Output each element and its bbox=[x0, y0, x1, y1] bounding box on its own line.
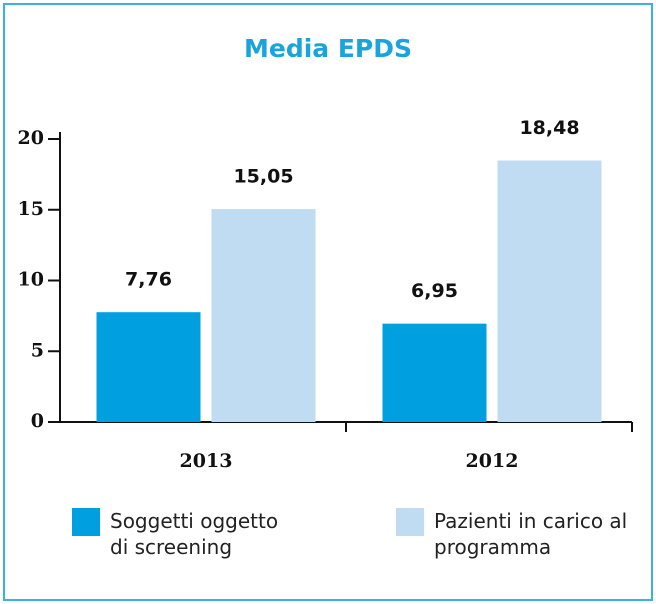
y-tick-label: 20 bbox=[18, 127, 44, 149]
value-label: 18,48 bbox=[519, 117, 579, 139]
legend-label: Soggetti oggetto di screening bbox=[110, 509, 279, 559]
value-label: 6,95 bbox=[411, 280, 458, 302]
y-tick-label: 10 bbox=[18, 269, 44, 291]
y-tick-label: 5 bbox=[31, 339, 44, 361]
bar bbox=[96, 312, 201, 422]
y-tick-label: 0 bbox=[31, 410, 44, 432]
bar bbox=[211, 209, 316, 422]
bar bbox=[497, 160, 602, 422]
chart-title: Media EPDS bbox=[244, 34, 412, 63]
frame bbox=[3, 3, 653, 601]
legend-label: Pazienti in carico al programma bbox=[434, 509, 628, 559]
y-tick-label: 15 bbox=[18, 198, 44, 220]
value-label: 7,76 bbox=[125, 269, 172, 291]
value-label: 15,05 bbox=[233, 166, 293, 188]
x-tick-label: 2013 bbox=[180, 450, 233, 472]
legend-swatch bbox=[72, 508, 100, 536]
legend-swatch bbox=[396, 508, 424, 536]
x-tick-label: 2012 bbox=[466, 450, 519, 472]
bar bbox=[382, 323, 487, 422]
